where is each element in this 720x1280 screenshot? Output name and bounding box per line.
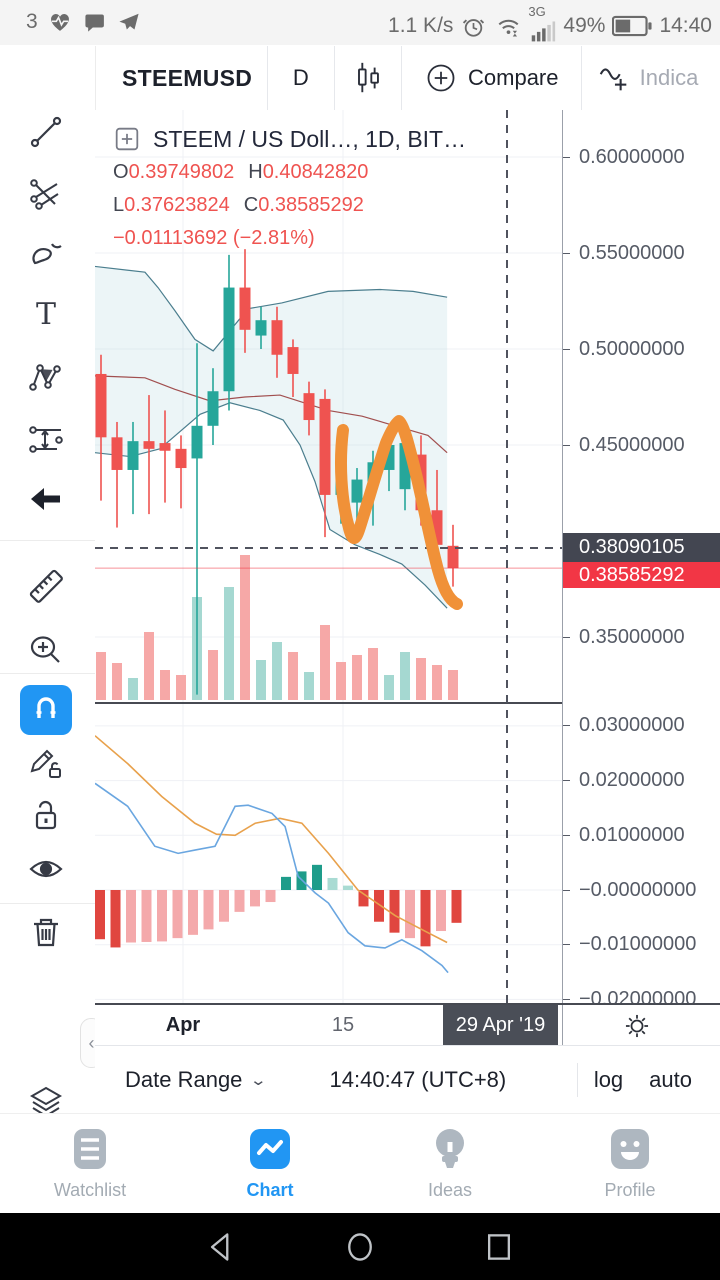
drawing-toolbar: T ‹ — [0, 46, 103, 1118]
chart-settings-gear-icon[interactable] — [623, 1012, 651, 1040]
projection-tool[interactable] — [27, 420, 65, 458]
indicators-button[interactable]: Indica — [582, 46, 720, 110]
last-price-badge: 0.38585292 — [563, 562, 720, 588]
network-speed: 1.1 K/s — [388, 14, 454, 37]
nav-watchlist[interactable]: Watchlist — [30, 1126, 150, 1201]
profile-smiley-icon — [611, 1129, 649, 1169]
indicator-tick-label: 0.03000000 — [563, 714, 685, 738]
indicator-tick-label: −0.02000000 — [563, 987, 696, 1003]
wifi-icon — [494, 13, 523, 40]
indicators-label: Indica — [639, 65, 699, 90]
delete-trash-button[interactable] — [27, 913, 65, 951]
android-back-button[interactable] — [204, 1230, 238, 1264]
chat-icon — [82, 9, 108, 35]
indicators-icon — [596, 60, 632, 96]
price-tick-label: 0.55000000 — [563, 241, 685, 265]
network-type-label: 3G — [528, 4, 546, 19]
alarm-icon — [460, 13, 487, 40]
chevron-down-icon: ⌄ — [249, 1071, 268, 1089]
svg-text:T: T — [36, 297, 56, 332]
indicator-tick-label: 0.01000000 — [563, 823, 685, 847]
watchlist-icon — [74, 1129, 106, 1169]
crosshair-price-badge: 0.38090105 — [563, 533, 720, 562]
nav-ideas[interactable]: Ideas — [390, 1126, 510, 1201]
log-scale-toggle[interactable]: log — [593, 1066, 624, 1092]
compare-plus-icon — [424, 61, 458, 95]
bottom-navigation: Watchlist Chart Ideas Profile — [0, 1113, 720, 1214]
lock-open-tool[interactable] — [27, 796, 65, 834]
symbol-label: STEEMUSD — [122, 64, 253, 91]
zoom-in-tool[interactable] — [27, 631, 65, 669]
nav-profile[interactable]: Profile — [570, 1126, 690, 1201]
time-tick-label: 15 — [331, 1013, 355, 1036]
candlestick-style-icon — [350, 58, 386, 98]
price-axis[interactable]: 0.38090105 0.38585292 0.60000000 0.550000… — [562, 110, 720, 1003]
measure-ruler-tool[interactable] — [27, 567, 65, 605]
crosshair-date-badge: 29 Apr '19 — [443, 1005, 558, 1045]
android-home-button[interactable] — [343, 1230, 377, 1264]
compare-button[interactable]: Compare — [402, 46, 582, 110]
brush-tool[interactable] — [27, 234, 65, 272]
price-tick-label: 0.35000000 — [563, 625, 685, 649]
interval-label: D — [292, 65, 309, 90]
signal-bars-icon: 3G — [528, 4, 556, 44]
telegram-icon — [116, 9, 142, 35]
compare-label: Compare — [468, 65, 559, 90]
battery-percent: 49% — [563, 14, 606, 37]
magnet-mode-button[interactable] — [20, 685, 72, 735]
indicator-tick-label: 0.02000000 — [563, 769, 685, 793]
chart-icon — [250, 1129, 290, 1169]
android-recents-button[interactable] — [482, 1230, 516, 1264]
ideas-lightbulb-icon — [436, 1129, 464, 1168]
magnet-icon — [36, 697, 56, 718]
price-tick-label: 0.45000000 — [563, 433, 685, 457]
interval-button[interactable]: D — [268, 46, 335, 110]
multi-line-tool[interactable] — [27, 172, 65, 210]
date-range-label: Date Range — [125, 1066, 243, 1092]
trend-line-tool[interactable] — [27, 113, 65, 151]
date-range-button[interactable]: Date Range ⌄ — [125, 1066, 268, 1093]
health-heart-icon — [46, 8, 74, 36]
time-tick-label: Apr — [165, 1013, 201, 1036]
time-axis[interactable]: 29 Apr '19 Apr 15 — [95, 1003, 720, 1047]
nav-chart[interactable]: Chart — [210, 1126, 330, 1201]
chart-plot-area[interactable] — [95, 110, 562, 1003]
xabcd-pattern-tool[interactable] — [27, 358, 65, 396]
status-bar: 3 1.1 K/s 3G 49% — [0, 0, 720, 45]
chart-toolbar: STEEMUSD D Compare Indica — [95, 46, 720, 111]
indicator-tick-label: −0.01000000 — [563, 933, 696, 957]
indicator-tick-label: −0.00000000 — [563, 878, 696, 902]
visibility-eye-tool[interactable] — [27, 850, 65, 888]
price-tick-label: 0.50000000 — [563, 337, 685, 361]
battery-icon — [612, 14, 652, 38]
price-tick-label: 0.60000000 — [563, 145, 685, 169]
back-arrow-button[interactable] — [27, 480, 65, 518]
chart-canvas — [95, 110, 562, 1003]
chart-footer-bar: Date Range ⌄ 14:40:47 (UTC+8) log auto — [95, 1045, 720, 1114]
android-navigation-bar — [0, 1213, 720, 1280]
notification-count: 3 — [26, 10, 38, 33]
chart-style-button[interactable] — [335, 46, 402, 110]
symbol-button[interactable]: STEEMUSD — [95, 46, 268, 110]
footer-clock[interactable]: 14:40:47 (UTC+8) — [329, 1066, 507, 1092]
auto-scale-toggle[interactable]: auto — [649, 1066, 692, 1092]
status-clock: 14:40 — [659, 14, 712, 37]
text-tool[interactable]: T — [27, 295, 65, 333]
drawing-lock-tool[interactable] — [27, 744, 65, 782]
